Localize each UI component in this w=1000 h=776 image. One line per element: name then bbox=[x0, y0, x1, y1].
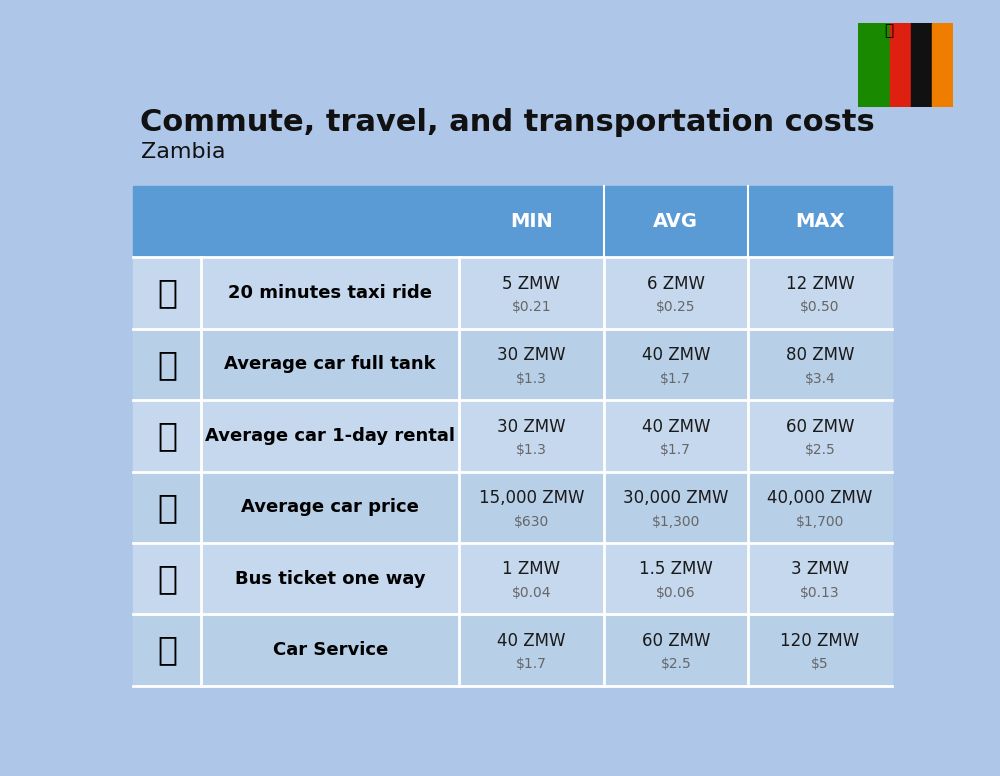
Text: $630: $630 bbox=[514, 514, 549, 528]
Text: 🚌: 🚌 bbox=[157, 562, 177, 595]
Text: AVG: AVG bbox=[653, 212, 698, 231]
Text: 40 ZMW: 40 ZMW bbox=[642, 417, 710, 435]
Text: $1.3: $1.3 bbox=[516, 443, 547, 457]
Text: Average car full tank: Average car full tank bbox=[224, 355, 436, 373]
Text: $3.4: $3.4 bbox=[805, 372, 835, 386]
Text: $0.04: $0.04 bbox=[512, 586, 551, 600]
Text: 15,000 ZMW: 15,000 ZMW bbox=[479, 489, 584, 507]
Bar bbox=[911, 23, 932, 107]
Text: $5: $5 bbox=[811, 657, 829, 671]
Text: ⛽: ⛽ bbox=[157, 348, 177, 381]
Text: $1.7: $1.7 bbox=[660, 372, 691, 386]
Text: Commute, travel, and transportation costs: Commute, travel, and transportation cost… bbox=[140, 108, 875, 137]
Bar bbox=[890, 23, 911, 107]
Text: 30 ZMW: 30 ZMW bbox=[497, 346, 566, 364]
Text: $2.5: $2.5 bbox=[660, 657, 691, 671]
Text: $1.7: $1.7 bbox=[516, 657, 547, 671]
Text: 🚗: 🚗 bbox=[157, 490, 177, 524]
Text: 40,000 ZMW: 40,000 ZMW bbox=[767, 489, 873, 507]
Bar bbox=[932, 23, 953, 107]
Text: 1 ZMW: 1 ZMW bbox=[502, 560, 561, 578]
Text: 60 ZMW: 60 ZMW bbox=[786, 417, 854, 435]
Text: 🚕: 🚕 bbox=[157, 276, 177, 310]
Text: 3 ZMW: 3 ZMW bbox=[791, 560, 849, 578]
Text: 🚙: 🚙 bbox=[157, 419, 177, 452]
Text: 80 ZMW: 80 ZMW bbox=[786, 346, 854, 364]
Text: Average car 1-day rental: Average car 1-day rental bbox=[205, 427, 455, 445]
Text: $0.21: $0.21 bbox=[512, 300, 551, 314]
Text: 🦅: 🦅 bbox=[884, 23, 893, 38]
Text: 🔧: 🔧 bbox=[157, 634, 177, 667]
Text: 5 ZMW: 5 ZMW bbox=[502, 275, 560, 293]
Text: $0.13: $0.13 bbox=[800, 586, 840, 600]
Text: Bus ticket one way: Bus ticket one way bbox=[235, 570, 426, 587]
Text: Zambia: Zambia bbox=[140, 142, 225, 162]
Text: $0.25: $0.25 bbox=[656, 300, 696, 314]
Text: 12 ZMW: 12 ZMW bbox=[786, 275, 854, 293]
Text: MAX: MAX bbox=[795, 212, 845, 231]
Text: 1.5 ZMW: 1.5 ZMW bbox=[639, 560, 713, 578]
Text: $0.50: $0.50 bbox=[800, 300, 840, 314]
Text: 40 ZMW: 40 ZMW bbox=[497, 632, 566, 650]
Text: 30 ZMW: 30 ZMW bbox=[497, 417, 566, 435]
Text: $2.5: $2.5 bbox=[805, 443, 835, 457]
Text: MIN: MIN bbox=[510, 212, 553, 231]
Text: 60 ZMW: 60 ZMW bbox=[642, 632, 710, 650]
Text: $1.7: $1.7 bbox=[660, 443, 691, 457]
Text: 20 minutes taxi ride: 20 minutes taxi ride bbox=[228, 284, 432, 302]
Text: $1,700: $1,700 bbox=[796, 514, 844, 528]
Text: Average car price: Average car price bbox=[241, 498, 419, 516]
Text: Car Service: Car Service bbox=[273, 641, 388, 659]
Text: 40 ZMW: 40 ZMW bbox=[642, 346, 710, 364]
Text: $1,300: $1,300 bbox=[652, 514, 700, 528]
Text: 120 ZMW: 120 ZMW bbox=[780, 632, 860, 650]
Text: $1.3: $1.3 bbox=[516, 372, 547, 386]
Text: $0.06: $0.06 bbox=[656, 586, 696, 600]
Text: 6 ZMW: 6 ZMW bbox=[647, 275, 705, 293]
Text: 30,000 ZMW: 30,000 ZMW bbox=[623, 489, 729, 507]
